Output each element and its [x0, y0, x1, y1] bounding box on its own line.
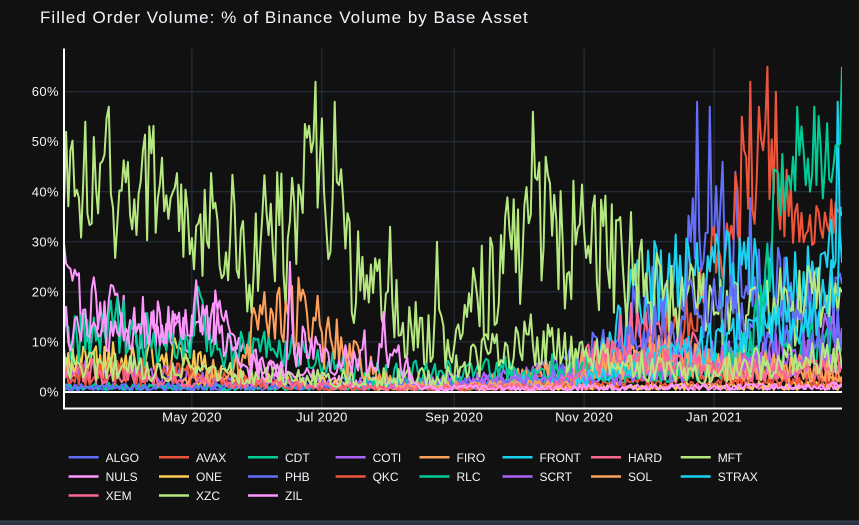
svg-text:20%: 20% [32, 284, 59, 299]
svg-text:XZC: XZC [196, 489, 220, 503]
svg-text:AVAX: AVAX [196, 451, 226, 465]
svg-text:Filled Order Volume: % of Bina: Filled Order Volume: % of Binance Volume… [40, 8, 529, 27]
svg-text:0%: 0% [39, 385, 59, 400]
svg-text:ZIL: ZIL [285, 489, 303, 503]
svg-text:40%: 40% [32, 184, 59, 199]
svg-text:10%: 10% [32, 334, 59, 349]
svg-text:NULS: NULS [106, 470, 138, 484]
svg-text:FIRO: FIRO [457, 451, 486, 465]
svg-text:30%: 30% [32, 234, 59, 249]
svg-text:Sep 2020: Sep 2020 [425, 410, 483, 425]
svg-text:XEM: XEM [106, 489, 132, 503]
svg-text:STRAX: STRAX [718, 470, 758, 484]
svg-text:FRONT: FRONT [540, 451, 582, 465]
svg-text:RLC: RLC [457, 470, 481, 484]
svg-text:CDT: CDT [285, 451, 310, 465]
svg-text:QKC: QKC [373, 470, 399, 484]
svg-text:Jul 2020: Jul 2020 [296, 410, 348, 425]
svg-text:50%: 50% [32, 134, 59, 149]
svg-text:HARD: HARD [628, 451, 662, 465]
svg-text:ALGO: ALGO [106, 451, 139, 465]
svg-text:May 2020: May 2020 [162, 410, 222, 425]
svg-text:60%: 60% [32, 84, 59, 99]
svg-text:SOL: SOL [628, 470, 652, 484]
svg-text:SCRT: SCRT [540, 470, 573, 484]
svg-text:ONE: ONE [196, 470, 222, 484]
svg-text:Jan 2021: Jan 2021 [686, 410, 742, 425]
svg-text:COTI: COTI [373, 451, 402, 465]
svg-text:MFT: MFT [718, 451, 743, 465]
svg-text:PHB: PHB [285, 470, 310, 484]
svg-text:Nov 2020: Nov 2020 [555, 410, 613, 425]
